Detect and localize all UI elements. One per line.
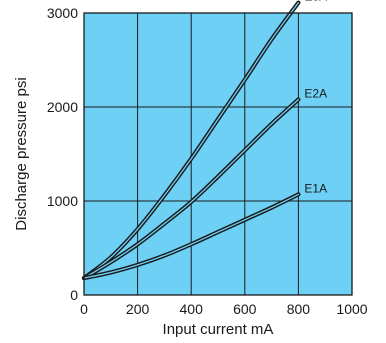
series-labels: E3A E2A E1A bbox=[304, 0, 327, 195]
series-line-core-e1a bbox=[83, 193, 300, 279]
x-tick-label: 800 bbox=[287, 301, 311, 317]
series-line-core-e2a bbox=[83, 98, 300, 279]
y-tick-label: 0 bbox=[70, 287, 78, 303]
series-label-e1a: E1A bbox=[304, 181, 327, 195]
x-tick-label: 0 bbox=[80, 301, 88, 317]
y-tick-label: 1000 bbox=[47, 193, 78, 209]
y-tick-label: 3000 bbox=[47, 5, 78, 21]
tick-labels: 0 200 400 600 800 1000 0 1000 2000 3000 bbox=[47, 5, 368, 317]
x-tick-label: 400 bbox=[180, 301, 204, 317]
x-tick-label: 1000 bbox=[336, 301, 367, 317]
series-layer bbox=[81, 0, 301, 281]
plot-frame bbox=[83, 12, 353, 296]
series-label-e3a: E3A bbox=[304, 0, 327, 4]
series-line-core-e3a bbox=[83, 2, 300, 279]
y-axis-label: Discharge pressure psi bbox=[13, 77, 30, 230]
series-label-e2a: E2A bbox=[304, 86, 327, 100]
y-tick-label: 2000 bbox=[47, 99, 78, 115]
x-tick-label: 600 bbox=[233, 301, 257, 317]
x-axis-label: Input current mA bbox=[163, 321, 274, 338]
x-tick-label: 200 bbox=[126, 301, 150, 317]
